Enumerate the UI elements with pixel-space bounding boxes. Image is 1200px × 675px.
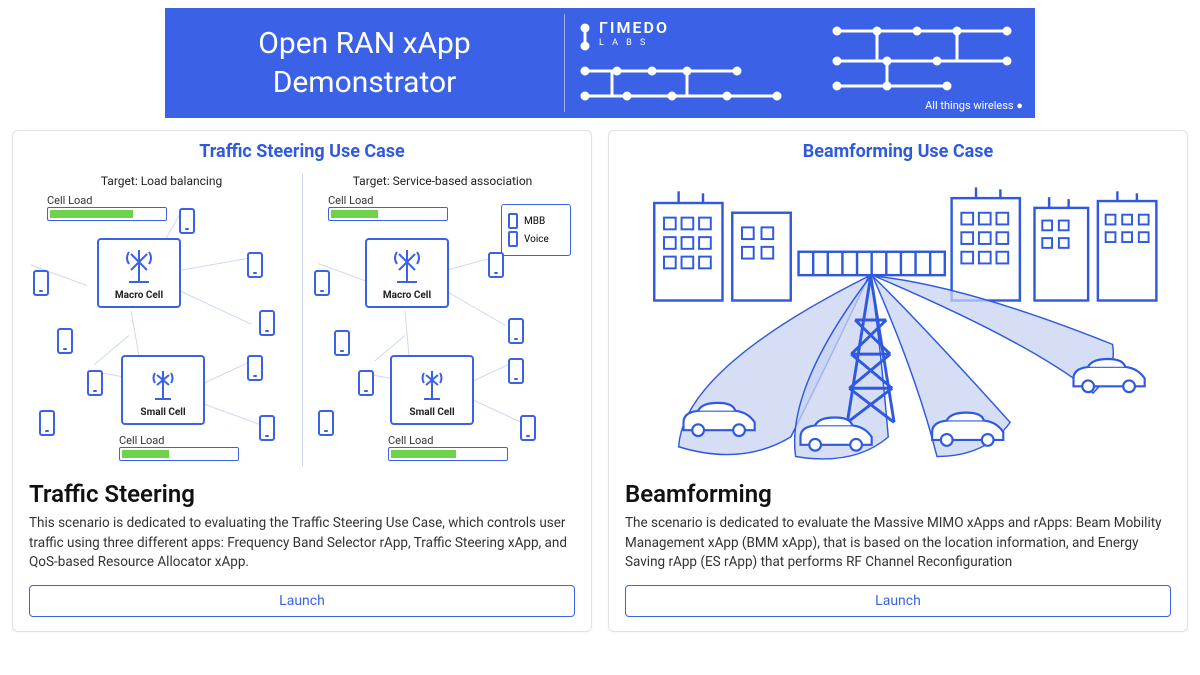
small-cell-label-left: Small Cell bbox=[123, 407, 203, 418]
phone-icon bbox=[358, 370, 374, 396]
phone-icon bbox=[247, 252, 263, 278]
macro-cell-right: Macro Cell bbox=[365, 238, 449, 308]
traffic-diagram-title: Traffic Steering Use Case bbox=[29, 141, 575, 162]
top-load-label-left: Cell Load bbox=[47, 194, 167, 207]
card-beamforming: Beamforming Use Case bbox=[608, 130, 1188, 632]
diagram-divider bbox=[302, 174, 303, 466]
phone-icon bbox=[57, 328, 73, 354]
small-cell-left: Small Cell bbox=[121, 355, 205, 425]
beam-heading: Beamforming bbox=[625, 480, 1171, 508]
traffic-right-target: Target: Service-based association bbox=[310, 174, 575, 188]
phone-icon bbox=[39, 410, 55, 436]
header-title: Open RAN xApp Demonstrator bbox=[165, 14, 565, 112]
bottom-load-bar-right bbox=[388, 447, 508, 461]
traffic-launch-button[interactable]: Launch bbox=[29, 585, 575, 617]
cards-row: Traffic Steering Use Case Target: Load b… bbox=[0, 130, 1200, 632]
header-brand-area: ΓIMEDO L A B S All things wireless ● bbox=[565, 8, 1035, 118]
bottom-load-bar-left bbox=[119, 447, 239, 461]
phone-icon bbox=[520, 415, 536, 441]
traffic-left-col: Target: Load balancing Cell Load Macro C bbox=[29, 170, 294, 470]
phone-icon bbox=[508, 358, 524, 384]
legend-mbb-label: MBB bbox=[524, 216, 545, 227]
phone-icon bbox=[314, 270, 330, 296]
top-load-bar-right bbox=[328, 207, 448, 221]
phone-icon bbox=[179, 208, 195, 234]
beam-svg bbox=[625, 170, 1171, 470]
antenna-icon bbox=[412, 361, 452, 401]
legend-box: MBB Voice bbox=[501, 204, 571, 256]
phone-icon bbox=[87, 370, 103, 396]
beam-description: The scenario is dedicated to evaluate th… bbox=[625, 514, 1171, 573]
phone-icon bbox=[334, 330, 350, 356]
phone-icon bbox=[259, 310, 275, 336]
traffic-left-target: Target: Load balancing bbox=[29, 174, 294, 188]
antenna-icon bbox=[143, 361, 183, 401]
header-title-line2: Demonstrator bbox=[185, 63, 544, 102]
beam-diagram bbox=[625, 170, 1171, 470]
phone-icon bbox=[508, 318, 524, 344]
phone-icon bbox=[33, 270, 49, 296]
macro-cell-label-right: Macro Cell bbox=[367, 290, 447, 301]
card-traffic-steering: Traffic Steering Use Case Target: Load b… bbox=[12, 130, 592, 632]
small-cell-right: Small Cell bbox=[390, 355, 474, 425]
phone-icon bbox=[259, 415, 275, 441]
header-title-line1: Open RAN xApp bbox=[185, 24, 544, 63]
legend-voice: Voice bbox=[508, 231, 564, 247]
bottom-load-label-right: Cell Load bbox=[388, 434, 508, 447]
bottom-load-label-left: Cell Load bbox=[119, 434, 239, 447]
traffic-description: This scenario is dedicated to evaluating… bbox=[29, 514, 575, 573]
beam-launch-button[interactable]: Launch bbox=[625, 585, 1171, 617]
macro-cell-left: Macro Cell bbox=[97, 238, 181, 308]
phone-icon bbox=[488, 252, 504, 278]
traffic-right-col: Target: Service-based association Cell L… bbox=[310, 170, 575, 470]
brand-pattern-icon bbox=[577, 16, 1017, 111]
small-cell-label-right: Small Cell bbox=[392, 407, 472, 418]
traffic-heading: Traffic Steering bbox=[29, 480, 575, 508]
beam-diagram-title: Beamforming Use Case bbox=[625, 141, 1171, 162]
phone-icon bbox=[247, 355, 263, 381]
macro-cell-label-left: Macro Cell bbox=[99, 290, 179, 301]
phone-icon bbox=[318, 410, 334, 436]
antenna-icon bbox=[119, 244, 159, 284]
header-banner: Open RAN xApp Demonstrator ΓIMEDO L A B … bbox=[165, 8, 1035, 118]
traffic-diagram: Target: Load balancing Cell Load Macro C bbox=[29, 170, 575, 470]
antenna-icon bbox=[387, 244, 427, 284]
top-load-label-right: Cell Load bbox=[328, 194, 448, 207]
top-load-bar-left bbox=[47, 207, 167, 221]
legend-voice-label: Voice bbox=[524, 234, 549, 245]
legend-mbb: MBB bbox=[508, 213, 564, 229]
